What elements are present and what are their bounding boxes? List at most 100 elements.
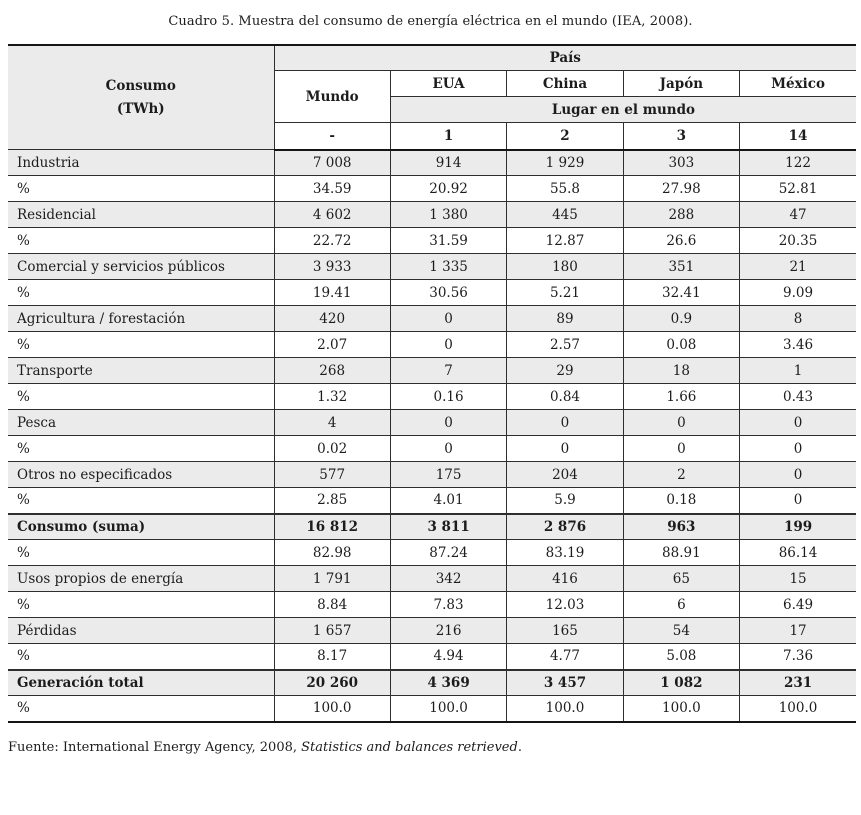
value-cell: 20 260 <box>273 668 391 696</box>
value-cell: 20.35 <box>739 227 857 254</box>
value-cell: 0 <box>622 435 741 462</box>
value-cell: 0 <box>739 487 857 514</box>
value-cell: 0.43 <box>739 383 857 410</box>
value-cell: 89 <box>506 305 624 332</box>
table-row: % 100.0 100.0 100.0 100.0 100.0 <box>8 695 857 722</box>
source-note: Fuente: International Energy Agency, 200… <box>8 740 861 755</box>
value-cell: 7 008 <box>273 149 391 176</box>
rank-cell-china: 2 <box>506 122 624 151</box>
value-cell: 2.57 <box>506 331 624 358</box>
mundo-header: Mundo <box>274 70 391 123</box>
value-cell: 3 933 <box>273 253 391 280</box>
value-cell: 100.0 <box>739 695 857 722</box>
value-cell: 47 <box>739 201 857 228</box>
country-header-mexico: México <box>739 70 857 97</box>
table-header: Consumo (TWh) País Mundo EUA China Japón… <box>8 44 857 151</box>
table-row: Pérdidas 1 657 216 165 54 17 <box>8 617 857 644</box>
table-row: Usos propios de energía 1 791 342 416 65 15 <box>8 565 857 592</box>
value-cell: 180 <box>506 253 624 280</box>
value-cell: 1 657 <box>273 617 391 644</box>
rank-cell-japon: 3 <box>622 122 741 151</box>
value-cell: 4 602 <box>273 201 391 228</box>
value-cell: 268 <box>273 357 391 384</box>
value-cell: 0.02 <box>273 435 391 462</box>
value-cell: 52.81 <box>739 175 857 202</box>
row-label: % <box>8 591 275 618</box>
value-cell: 0.18 <box>622 487 741 514</box>
table-row: % 2.85 4.01 5.9 0.18 0 <box>8 487 857 514</box>
row-label: Industria <box>8 149 275 176</box>
table-row: % 0.02 0 0 0 0 <box>8 435 857 462</box>
value-cell: 8.84 <box>273 591 391 618</box>
value-cell: 26.6 <box>622 227 741 254</box>
value-cell: 86.14 <box>739 539 857 566</box>
value-cell: 204 <box>506 461 624 488</box>
value-cell: 3.46 <box>739 331 857 358</box>
source-note-italic: Statistics and balances retrieved <box>301 739 518 755</box>
value-cell: 420 <box>273 305 391 332</box>
row-label: Consumo (suma) <box>8 512 275 540</box>
energy-consumption-table: Consumo (TWh) País Mundo EUA China Japón… <box>8 44 857 723</box>
rank-cell-mundo: - <box>274 122 391 151</box>
table-row: Otros no especificados 577 175 204 2 0 <box>8 461 857 488</box>
value-cell: 5.21 <box>506 279 624 306</box>
rank-cell-mexico: 14 <box>739 122 857 151</box>
row-label: Otros no especificados <box>8 461 275 488</box>
table-row: Transporte 268 7 29 18 1 <box>8 357 857 384</box>
table-row: Pesca 4 0 0 0 0 <box>8 409 857 436</box>
value-cell: 0 <box>622 409 741 436</box>
table-row: % 1.32 0.16 0.84 1.66 0.43 <box>8 383 857 410</box>
value-cell: 0 <box>739 435 857 462</box>
row-label: % <box>8 539 275 566</box>
value-cell: 288 <box>622 201 741 228</box>
value-cell: 17 <box>739 617 857 644</box>
table-row: Comercial y servicios públicos 3 933 1 335… <box>8 253 857 280</box>
value-cell: 303 <box>622 149 741 176</box>
row-label: % <box>8 175 275 202</box>
value-cell: 7.36 <box>739 643 857 670</box>
rank-cell-eua: 1 <box>389 122 508 151</box>
value-cell: 0 <box>506 435 624 462</box>
row-label: Agricultura / forestación <box>8 305 275 332</box>
value-cell: 2.85 <box>273 487 391 514</box>
value-cell: 4.01 <box>389 487 508 514</box>
value-cell: 27.98 <box>622 175 741 202</box>
row-label: Pérdidas <box>8 617 275 644</box>
row-label: Transporte <box>8 357 275 384</box>
value-cell: 445 <box>506 201 624 228</box>
row-label: Generación total <box>8 668 275 696</box>
value-cell: 21 <box>739 253 857 280</box>
value-cell: 1 929 <box>506 149 624 176</box>
value-cell: 1.32 <box>273 383 391 410</box>
value-cell: 55.8 <box>506 175 624 202</box>
row-label: % <box>8 487 275 514</box>
table-title: Cuadro 5. Muestra del consumo de energía… <box>168 14 693 29</box>
value-cell: 65 <box>622 565 741 592</box>
value-cell: 914 <box>389 149 508 176</box>
source-note-period: . <box>517 739 522 755</box>
value-cell: 3 457 <box>506 668 624 696</box>
corner-header-line2: (TWh) <box>116 100 165 117</box>
value-cell: 32.41 <box>622 279 741 306</box>
value-cell: 34.59 <box>273 175 391 202</box>
row-label: Comercial y servicios públicos <box>8 253 275 280</box>
header-row-ranks: - 1 2 3 14 <box>8 122 857 151</box>
value-cell: 0 <box>389 331 508 358</box>
value-cell: 1.66 <box>622 383 741 410</box>
value-cell: 87.24 <box>389 539 508 566</box>
value-cell: 12.03 <box>506 591 624 618</box>
value-cell: 0.84 <box>506 383 624 410</box>
value-cell: 165 <box>506 617 624 644</box>
value-cell: 82.98 <box>273 539 391 566</box>
value-cell: 1 <box>739 357 857 384</box>
value-cell: 5.9 <box>506 487 624 514</box>
value-cell: 1 335 <box>389 253 508 280</box>
value-cell: 100.0 <box>622 695 741 722</box>
value-cell: 83.19 <box>506 539 624 566</box>
value-cell: 100.0 <box>506 695 624 722</box>
value-cell: 0.16 <box>389 383 508 410</box>
value-cell: 4 <box>273 409 391 436</box>
value-cell: 231 <box>739 668 857 696</box>
value-cell: 2.07 <box>273 331 391 358</box>
table-row: % 8.17 4.94 4.77 5.08 7.36 <box>8 643 857 670</box>
